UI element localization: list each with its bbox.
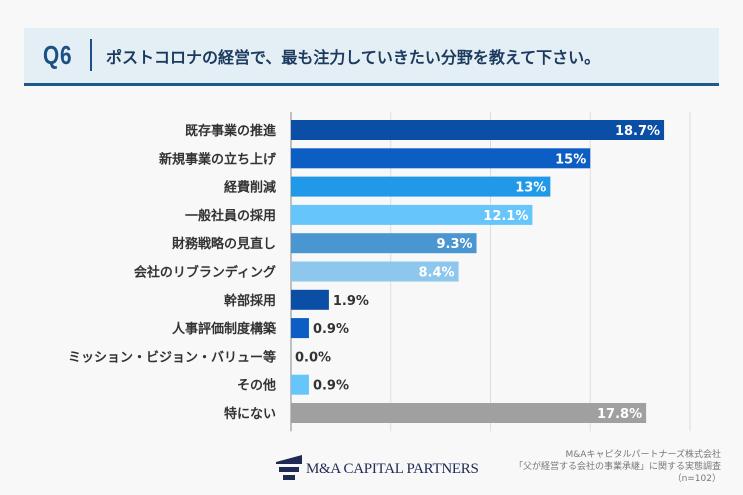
category-label: 幹部採用: [224, 293, 276, 309]
bar: [291, 289, 329, 310]
value-label: 13%: [515, 181, 546, 196]
category-label: その他: [237, 378, 276, 394]
value-label: 18.7%: [615, 124, 660, 139]
company-logo-text: M&A CAPITAL PARTNERS: [306, 461, 479, 477]
question-header: Q6 ポストコロナの経営で、最も注力していきたい分野を教えて下さい。: [24, 28, 719, 86]
category-label: 既存事業の推進: [185, 123, 276, 139]
company-logo-icon: [276, 455, 302, 480]
question-number: Q6: [43, 40, 73, 70]
value-label: 1.9%: [333, 294, 369, 309]
bar: [291, 403, 647, 423]
question-title: ポストコロナの経営で、最も注力していきたい分野を教えて下さい。: [106, 48, 601, 67]
category-label: 経費削減: [224, 180, 276, 196]
bar: [291, 261, 459, 282]
bar: [291, 233, 477, 254]
value-label: 0.9%: [313, 322, 349, 337]
header-divider: [90, 39, 92, 71]
bar: [291, 318, 309, 339]
category-label: 一般社員の採用: [185, 208, 276, 224]
category-label: 会社のリブランディング: [134, 265, 276, 281]
category-label: 特にない: [224, 406, 276, 422]
category-label: 財務戦略の見直し: [171, 236, 276, 252]
category-label: 人事評価制度構築: [172, 321, 277, 337]
value-label: 0.9%: [313, 379, 349, 394]
bar: [291, 148, 591, 169]
category-label: ミッション・ビジョン・バリュー等: [68, 349, 276, 365]
value-label: 12.1%: [483, 209, 528, 224]
value-label: 17.8%: [597, 407, 642, 422]
value-label: 0.0%: [295, 350, 331, 365]
source-line: （n=102）: [672, 474, 721, 484]
bar: [291, 176, 551, 197]
source-note: M&Aキャピタルパートナーズ株式会社 「父が経営する会社の事業承継」に関する実態…: [514, 449, 721, 485]
bar: [291, 374, 309, 395]
category-label: 新規事業の立ち上げ: [159, 151, 277, 167]
value-label: 8.4%: [419, 266, 455, 281]
value-label: 15%: [555, 152, 586, 167]
bar: [291, 120, 665, 140]
source-line: M&Aキャピタルパートナーズ株式会社: [565, 450, 722, 460]
source-line: 「父が経営する会社の事業承継」に関する実態調査: [513, 462, 721, 472]
bar: [291, 204, 533, 225]
value-label: 9.3%: [436, 237, 472, 252]
